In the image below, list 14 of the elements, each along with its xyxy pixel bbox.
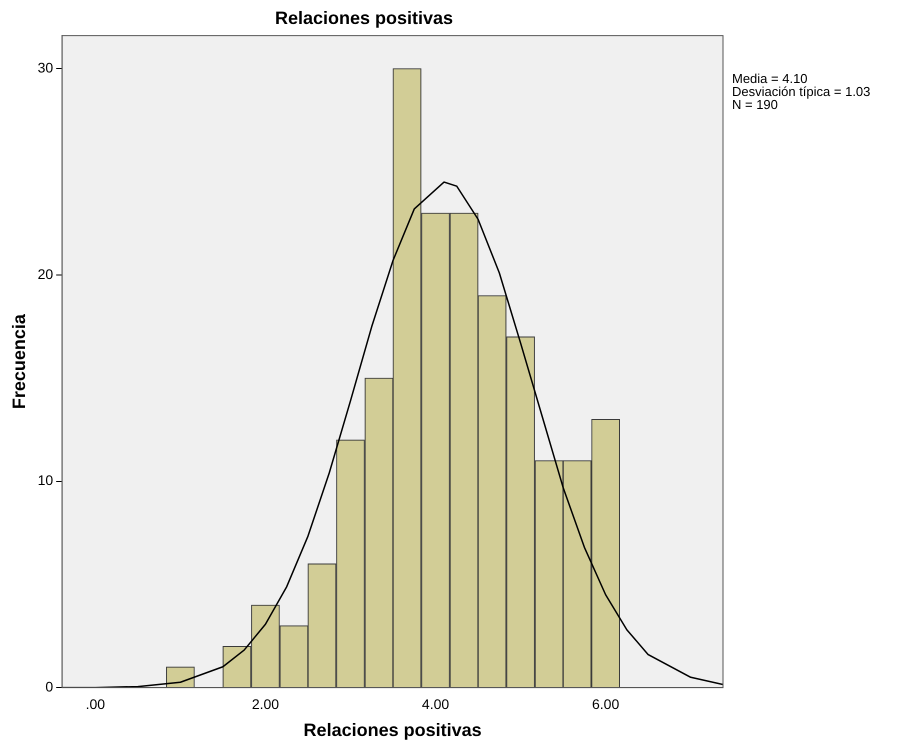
text: Media = 4.10 [732, 71, 809, 86]
chart-title: Relaciones positivas [274, 8, 454, 28]
y-tick-label: 30 [38, 59, 54, 76]
y-axis-title: Frecuencia [8, 313, 29, 410]
y-tick-label: 0 [45, 678, 54, 694]
x-axis-title: Relaciones positivas [304, 720, 482, 740]
x-tick-label: .00 [86, 696, 106, 712]
text: Desviación típica = 1.03 [732, 84, 870, 99]
x-tick-label: 2.00 [252, 696, 280, 712]
x-tick-label: 4.00 [422, 696, 450, 712]
y-tick-label: 20 [38, 266, 54, 282]
y-tick-label: 10 [38, 472, 54, 488]
text: N = 190 [732, 97, 779, 112]
x-tick-label: 6.00 [592, 696, 620, 712]
